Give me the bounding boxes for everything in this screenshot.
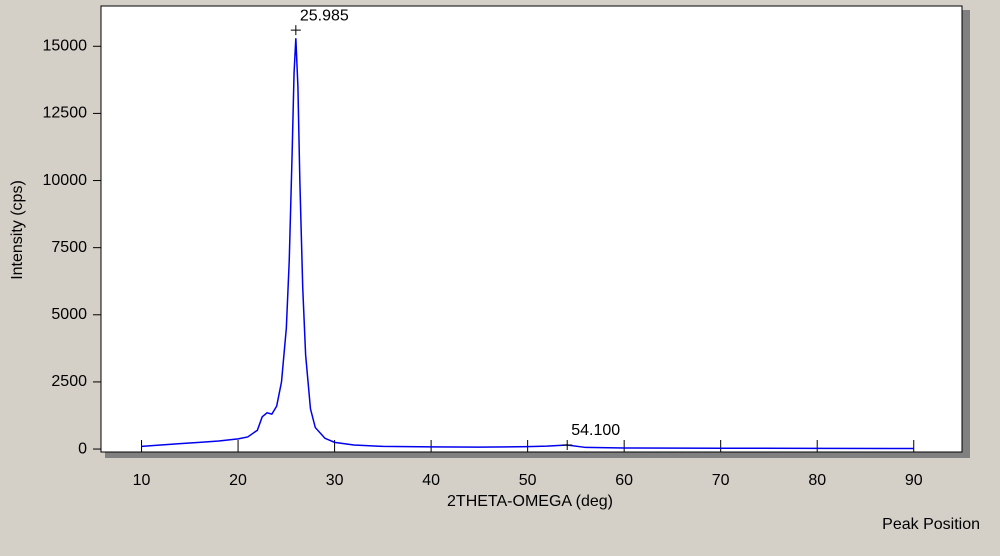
y-tick-label: 5000 [51, 306, 87, 323]
x-tick-label: 10 [133, 472, 151, 489]
x-tick-label: 70 [712, 472, 730, 489]
plot-area [100, 5, 963, 453]
x-tick-label: 50 [519, 472, 537, 489]
data-line [141, 38, 914, 450]
plot-shadow [105, 452, 970, 458]
x-axis-label: 2THETA-OMEGA (deg) [447, 493, 613, 510]
y-tick-label: 7500 [51, 239, 87, 256]
y-tick-label: 2500 [51, 373, 87, 390]
peak-marker [562, 440, 573, 451]
y-tick-label: 10000 [43, 172, 88, 189]
x-tick-label: 90 [905, 472, 923, 489]
footer-label: Peak Position [882, 516, 980, 533]
plot-shadow [962, 10, 970, 458]
x-tick-label: 20 [229, 472, 247, 489]
y-axis-label: Intensity (cps) [9, 180, 26, 280]
y-tick-label: 15000 [43, 37, 88, 54]
y-tick-label: 0 [78, 440, 87, 457]
peak-label: 25.985 [300, 7, 349, 24]
peak-label: 54.100 [571, 422, 620, 439]
x-tick-label: 30 [326, 472, 344, 489]
y-tick-label: 12500 [43, 105, 88, 122]
x-tick-label: 60 [615, 472, 633, 489]
peak-marker [290, 25, 301, 36]
x-tick-label: 80 [808, 472, 826, 489]
x-tick-label: 40 [422, 472, 440, 489]
